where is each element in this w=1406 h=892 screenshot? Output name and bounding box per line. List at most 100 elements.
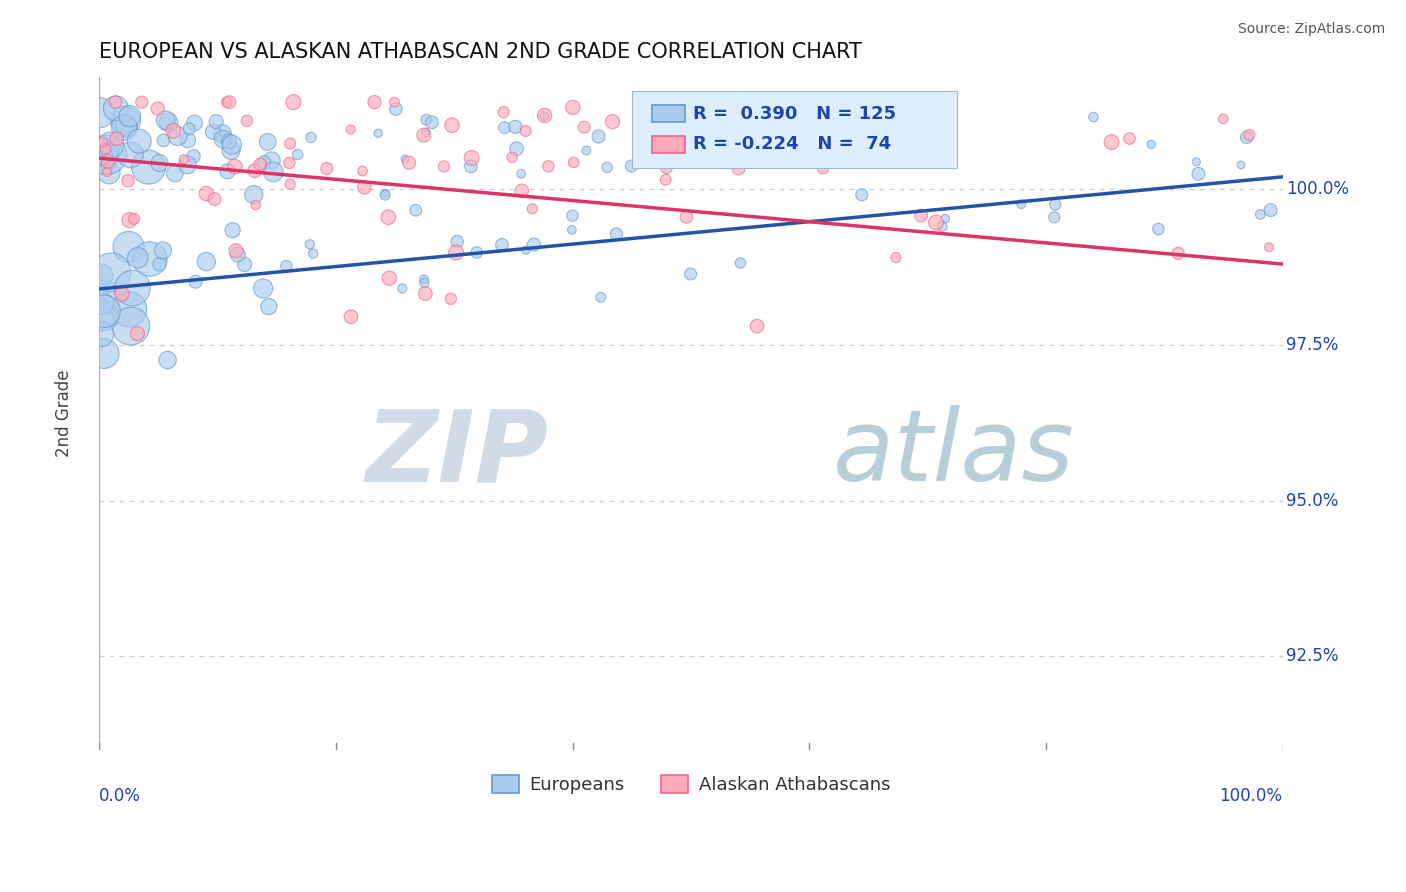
- Point: [842, 113, 865, 128]
- Point: [1010, 197, 1032, 211]
- Point: [412, 128, 434, 142]
- Text: 0.0%: 0.0%: [100, 787, 141, 805]
- Point: [90, 268, 112, 283]
- Point: [287, 147, 309, 161]
- Point: [1101, 135, 1123, 149]
- Text: EUROPEAN VS ALASKAN ATHABASCAN 2ND GRADE CORRELATION CHART: EUROPEAN VS ALASKAN ATHABASCAN 2ND GRADE…: [100, 42, 862, 62]
- Point: [523, 237, 546, 252]
- Point: [117, 240, 139, 254]
- Point: [851, 187, 873, 202]
- Point: [131, 95, 153, 109]
- Point: [219, 143, 242, 157]
- Point: [633, 143, 655, 157]
- Point: [215, 95, 238, 109]
- Point: [245, 198, 267, 212]
- Point: [510, 167, 533, 181]
- Point: [283, 95, 305, 109]
- Point: [440, 292, 463, 306]
- Point: [302, 246, 325, 260]
- Point: [675, 210, 697, 224]
- Point: [596, 161, 619, 175]
- Point: [176, 158, 198, 172]
- Point: [1140, 137, 1163, 152]
- FancyBboxPatch shape: [631, 91, 957, 168]
- Point: [93, 304, 115, 318]
- Point: [934, 211, 956, 226]
- Point: [515, 124, 537, 138]
- Point: [1185, 154, 1208, 169]
- Point: [575, 144, 598, 158]
- Point: [183, 149, 205, 163]
- Text: 100.0%: 100.0%: [1286, 180, 1350, 198]
- Point: [339, 122, 361, 136]
- Point: [745, 319, 768, 334]
- Text: R = -0.224   N =  74: R = -0.224 N = 74: [693, 136, 891, 153]
- Point: [1230, 158, 1253, 172]
- Point: [91, 296, 114, 310]
- Point: [374, 186, 396, 201]
- Point: [655, 161, 678, 175]
- Point: [218, 134, 240, 148]
- Point: [533, 108, 555, 122]
- Point: [681, 110, 703, 124]
- Point: [561, 223, 583, 237]
- Point: [89, 149, 111, 163]
- Point: [253, 155, 276, 169]
- Point: [298, 237, 321, 252]
- Point: [363, 95, 385, 109]
- Point: [647, 130, 669, 145]
- Point: [384, 95, 406, 109]
- Point: [243, 163, 266, 178]
- Point: [173, 152, 195, 166]
- Point: [811, 161, 834, 175]
- Point: [218, 95, 240, 109]
- Point: [378, 271, 401, 285]
- Point: [105, 132, 128, 146]
- Text: 97.5%: 97.5%: [1286, 336, 1339, 354]
- Point: [118, 109, 141, 123]
- Point: [1045, 197, 1067, 211]
- Point: [925, 215, 948, 229]
- Point: [862, 134, 884, 148]
- Point: [501, 150, 523, 164]
- Point: [460, 159, 482, 173]
- Point: [1236, 130, 1258, 145]
- Point: [605, 227, 627, 241]
- Point: [94, 142, 117, 156]
- Point: [415, 125, 437, 139]
- Point: [257, 300, 280, 314]
- Point: [444, 245, 467, 260]
- Point: [654, 172, 676, 186]
- Point: [914, 105, 936, 120]
- Point: [562, 155, 585, 169]
- Point: [195, 254, 218, 268]
- Point: [89, 105, 111, 120]
- Point: [278, 136, 301, 151]
- Point: [122, 211, 145, 226]
- Point: [828, 136, 851, 151]
- Point: [100, 265, 122, 279]
- Point: [90, 147, 112, 161]
- Point: [353, 180, 375, 194]
- Point: [152, 133, 174, 147]
- Point: [910, 209, 932, 223]
- Point: [398, 155, 420, 169]
- Point: [111, 287, 134, 301]
- Point: [156, 353, 179, 368]
- Point: [602, 114, 624, 128]
- Point: [139, 252, 162, 266]
- Text: R =  0.390   N = 125: R = 0.390 N = 125: [693, 104, 897, 122]
- Point: [931, 219, 953, 234]
- Point: [727, 161, 749, 176]
- Point: [730, 256, 752, 270]
- Point: [256, 135, 278, 149]
- Point: [440, 118, 463, 132]
- Point: [510, 184, 533, 198]
- Point: [505, 120, 527, 134]
- Point: [679, 267, 702, 281]
- Point: [433, 160, 456, 174]
- Point: [121, 281, 143, 295]
- Text: atlas: atlas: [832, 405, 1074, 502]
- Point: [138, 160, 160, 174]
- Point: [211, 127, 233, 141]
